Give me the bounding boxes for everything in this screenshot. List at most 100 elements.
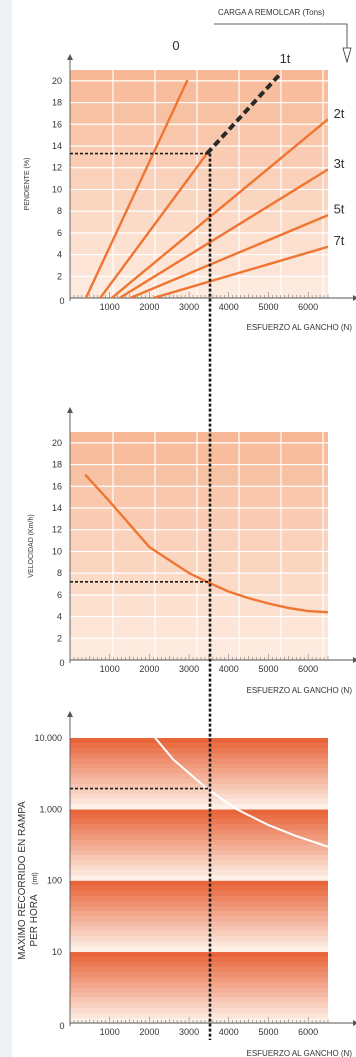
background-band (70, 573, 328, 595)
x-tick-label: 2000 (139, 1027, 159, 1037)
origin-label: 0 (59, 658, 64, 668)
decade-band-strip (70, 783, 328, 790)
y-axis-arrow (67, 54, 73, 60)
decade-band-strip (70, 997, 328, 1003)
x-tick-label: 5000 (258, 664, 278, 674)
background-band (70, 70, 328, 81)
series-line (154, 737, 328, 848)
background-band (70, 594, 328, 617)
series-label-7t: 7t (334, 233, 345, 248)
y-axis-arrow (67, 407, 73, 413)
decade-band-strip (70, 931, 328, 937)
decade-band-strip (70, 961, 328, 968)
decade-band-strip (70, 793, 328, 800)
y-axis-label-unit: (mt) (32, 872, 39, 884)
x-tick-label: 5000 (258, 1027, 278, 1037)
y-tick-label: 16 (52, 481, 62, 491)
decade-band-strip (70, 763, 328, 769)
decade-band-strip (70, 921, 328, 927)
x-tick-label: 1000 (100, 1027, 120, 1037)
decade-band-strip (70, 1007, 328, 1014)
y-tick-label: 18 (52, 460, 62, 470)
decade-band-strip (70, 839, 328, 846)
y-tick-label: 2 (57, 271, 62, 281)
decade-band-strip (70, 809, 328, 815)
decade-band-strip (70, 956, 328, 963)
decade-band-strip (70, 768, 328, 774)
background-band (70, 276, 328, 298)
decade-band-strip (70, 905, 328, 912)
series-label-5t: 5t (334, 201, 345, 216)
x-axis-label: ESFUERZO AL GANCHO (N) (247, 686, 353, 695)
decade-band-strip (70, 1012, 328, 1019)
decade-band-strip (70, 829, 328, 835)
y-tick-label: 6 (57, 228, 62, 238)
decade-band-strip (70, 911, 328, 917)
series-line-7t (152, 245, 328, 298)
x-tick-label: 4000 (219, 1027, 239, 1037)
background-band (70, 529, 328, 552)
y-axis-arrow (67, 711, 73, 717)
background-band (70, 486, 328, 508)
background-band (70, 254, 328, 277)
y-tick-label: 10.000 (34, 733, 62, 743)
series-line-3t (118, 168, 328, 298)
decade-band-strip (70, 926, 328, 932)
decade-band-strip (70, 885, 328, 891)
x-tick-label: 2000 (139, 664, 159, 674)
x-tick-label: 3000 (179, 302, 199, 312)
y-tick-label: 16 (52, 119, 62, 129)
x-tick-label: 1000 (100, 664, 120, 674)
background-band (70, 464, 328, 487)
decade-band-strip (70, 804, 328, 810)
y-tick-label: 1.000 (39, 804, 62, 814)
decade-band-strip (70, 880, 328, 886)
decade-band-strip (70, 753, 328, 759)
background-band (70, 146, 328, 168)
series-line-0 (84, 79, 189, 298)
y-axis-label: VELOCIDAD (Km/h) (28, 514, 35, 577)
y-tick-label: 10 (52, 947, 62, 957)
decade-band-strip (70, 977, 328, 983)
background-band (70, 102, 328, 125)
y-tick-label: 10 (52, 546, 62, 556)
towing-load-pointer (214, 23, 348, 50)
y-axis-label: PENDIENTE (%) (24, 158, 31, 211)
origin-label: 0 (59, 296, 64, 306)
x-tick-label: 3000 (179, 664, 199, 674)
background-band (70, 124, 328, 146)
x-tick-label: 6000 (298, 664, 318, 674)
decade-band-strip (70, 916, 328, 922)
decade-band-strip (70, 870, 328, 876)
x-axis-label: ESFUERZO AL GANCHO (N) (247, 323, 353, 332)
x-tick-label: 6000 (298, 1027, 318, 1037)
decade-band-strip (70, 849, 328, 856)
decade-band-strip (70, 982, 328, 988)
series-label-2t: 2t (334, 106, 345, 121)
x-axis-arrow (353, 1020, 356, 1026)
y-tick-label: 12 (52, 163, 62, 173)
y-tick-label: 18 (52, 98, 62, 108)
background-band (70, 232, 328, 255)
decade-band-strip (70, 936, 328, 942)
background-band (70, 638, 328, 660)
decade-band-strip (70, 799, 328, 805)
background-band (70, 432, 328, 443)
decade-band-strip (70, 773, 328, 780)
towing-load-arrowhead (342, 47, 352, 64)
x-tick-label: 5000 (258, 302, 278, 312)
background-band (70, 551, 328, 574)
decade-band-strip (70, 1002, 328, 1009)
decade-band-strip (70, 1017, 328, 1024)
series-label-3t: 3t (334, 156, 345, 171)
decade-band-strip (70, 972, 328, 978)
decade-band-strip (70, 987, 328, 993)
decade-band-strip (70, 860, 328, 866)
origin-label: 0 (59, 1021, 64, 1031)
left-margin-strip (0, 0, 12, 1057)
y-axis-label-line2: PER HORA (29, 894, 40, 947)
y-tick-label: 100 (47, 876, 62, 886)
decade-band-strip (70, 814, 328, 820)
y-tick-label: 14 (52, 503, 62, 513)
